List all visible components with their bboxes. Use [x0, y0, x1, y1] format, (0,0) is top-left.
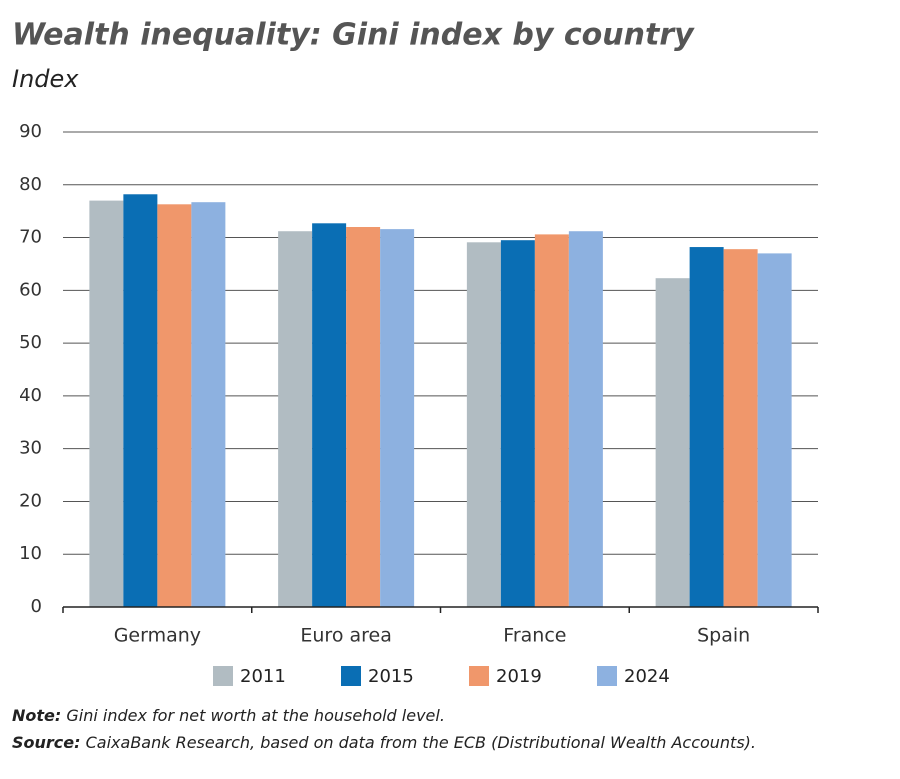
legend-swatch — [597, 666, 617, 686]
bar — [723, 249, 758, 607]
legend-label: 2024 — [624, 666, 670, 687]
note: Note: Gini index for net worth at the ho… — [12, 706, 445, 725]
bar — [466, 242, 501, 608]
bar — [191, 202, 226, 607]
bar — [312, 223, 347, 608]
bar — [500, 240, 535, 607]
legend-swatch — [469, 666, 489, 686]
chart-title: Wealth inequality: Gini index by country — [12, 18, 695, 53]
source: Source: CaixaBank Research, based on dat… — [12, 733, 756, 752]
bar — [380, 229, 415, 607]
y-tick-label: 80 — [19, 174, 42, 195]
y-tick-label: 30 — [19, 438, 42, 459]
y-tick-label: 60 — [19, 279, 42, 300]
y-tick-label: 90 — [19, 121, 42, 142]
source-label: Source: — [12, 733, 81, 752]
y-tick-label: 10 — [19, 543, 42, 564]
y-tick-label: 20 — [19, 490, 42, 511]
x-tick-label: Euro area — [300, 625, 391, 647]
bar — [278, 231, 313, 607]
bar — [689, 247, 724, 608]
bar — [757, 253, 792, 607]
y-tick-label: 50 — [19, 332, 42, 353]
bar — [89, 200, 124, 607]
y-tick-label: 40 — [19, 385, 42, 406]
legend-swatch — [213, 666, 233, 686]
bar — [123, 194, 158, 607]
bar — [568, 231, 603, 607]
source-text: CaixaBank Research, based on data from t… — [86, 733, 756, 752]
x-tick-label: Germany — [114, 625, 201, 647]
legend-swatch — [341, 666, 361, 686]
x-tick-label: France — [503, 625, 566, 647]
y-tick-label: 70 — [19, 227, 42, 248]
bar — [534, 234, 569, 607]
bar — [157, 204, 192, 608]
bar — [346, 227, 381, 607]
note-text: Gini index for net worth at the househol… — [66, 706, 445, 725]
bar — [655, 278, 690, 607]
legend-label: 2011 — [240, 666, 286, 687]
chart-subtitle: Index — [12, 65, 79, 93]
legend-label: 2019 — [496, 666, 542, 687]
legend-label: 2015 — [368, 666, 414, 687]
y-tick-label: 0 — [31, 596, 42, 617]
note-label: Note: — [12, 706, 61, 725]
x-tick-label: Spain — [697, 625, 750, 647]
